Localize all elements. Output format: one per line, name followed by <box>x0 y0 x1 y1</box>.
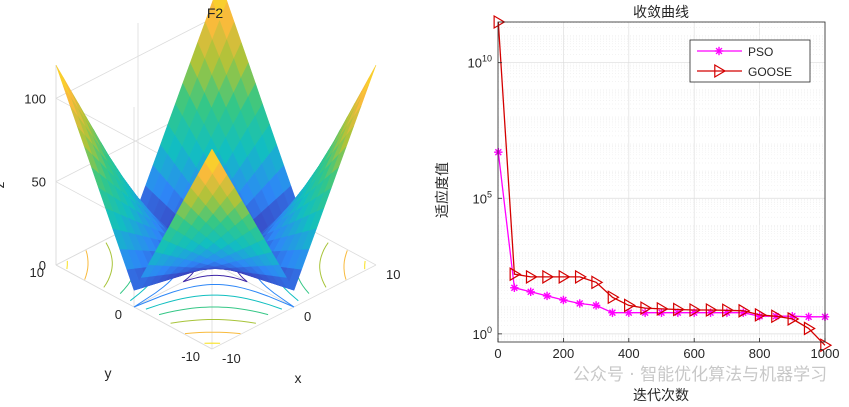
legend-box <box>689 39 811 83</box>
surface-title: F2 <box>207 5 224 21</box>
series-marker-triangle <box>509 267 522 282</box>
x-tick-label: 200 <box>553 346 575 361</box>
series-marker-triangle <box>673 302 686 317</box>
series-marker-triangle <box>542 269 555 284</box>
surface-x-axis-label: x <box>295 370 302 386</box>
surface-facet <box>204 148 220 174</box>
series-marker-triangle <box>754 307 767 322</box>
surface-z-tick-label: 0 <box>39 258 46 273</box>
series-marker-asterisk <box>591 301 601 310</box>
x-tick-label: 1000 <box>811 346 840 361</box>
series-marker-triangle <box>493 14 506 30</box>
series-marker-asterisk <box>714 46 724 56</box>
series-marker-triangle <box>705 302 718 318</box>
series-marker-triangle <box>591 275 604 290</box>
surface-z-tick-label: 50 <box>32 175 46 190</box>
series-marker-triangle <box>558 269 571 284</box>
series-marker-asterisk <box>624 308 633 317</box>
series-marker-triangle <box>722 303 735 318</box>
x-tick-label: 0 <box>494 346 501 361</box>
series-marker-triangle <box>574 269 587 284</box>
legend-pso-label: PSO <box>748 45 773 59</box>
surface-y-axis-label: y <box>105 365 112 381</box>
series-marker-asterisk <box>526 287 535 297</box>
surface-z-axis-label: z <box>0 182 7 189</box>
legend-goose-marker <box>714 63 727 79</box>
convergence-axes-box <box>497 21 826 343</box>
y-tick-label: 1010 <box>468 54 492 71</box>
series-marker-asterisk <box>608 308 617 317</box>
surface-y-tick-label: 0 <box>115 307 122 322</box>
series-marker-triangle <box>820 338 833 353</box>
series-marker-asterisk <box>559 295 568 305</box>
legend-goose-label: GOOSE <box>748 65 792 79</box>
series-marker-triangle <box>656 301 669 316</box>
surface-x-tick-label: 10 <box>386 267 400 282</box>
x-tick-label: 600 <box>683 346 705 361</box>
series-marker-triangle <box>640 301 653 316</box>
watermark-text: 公众号 · 智能优化算法与机器学习 <box>573 365 827 385</box>
convergence-tick-labels: 0 200 400 600 800 1000 100 105 1010 <box>468 54 840 361</box>
x-tick-label: 800 <box>749 346 771 361</box>
x-tick-label: 400 <box>618 346 640 361</box>
series-marker-triangle <box>689 302 702 318</box>
series-marker-triangle <box>607 290 620 305</box>
surface-y-tick-label: -10 <box>181 349 200 364</box>
series-marker-triangle <box>714 63 727 79</box>
convergence-title: 收敛曲线 <box>633 5 689 21</box>
surface-x-tick-label: 0 <box>304 309 311 324</box>
surface-x-tick-label: -10 <box>222 351 241 366</box>
convergence-legend: PSO GOOSE <box>689 39 811 83</box>
surface-y-tick-label: 10 <box>30 265 44 280</box>
convergence-grid <box>497 22 826 342</box>
convergence-y-axis-label: 适应度值 <box>434 162 451 218</box>
series-marker-triangle <box>738 303 751 318</box>
series-marker-asterisk <box>542 291 552 301</box>
convergence-plot: 0 200 400 600 800 1000 100 105 1010 收敛曲线 迭代次数 适应… <box>434 5 839 404</box>
series-marker-asterisk <box>690 308 699 317</box>
series-marker-asterisk <box>575 299 584 308</box>
surface-z-tick-label: 100 <box>24 91 46 106</box>
series-marker-asterisk <box>510 283 519 292</box>
series-marker-triangle <box>771 309 784 324</box>
series-marker-asterisk <box>804 312 813 321</box>
convergence-x-axis-label: 迭代次数 <box>633 388 689 404</box>
series-marker-triangle <box>623 298 636 313</box>
y-tick-label: 100 <box>473 325 492 342</box>
series-marker-triangle <box>787 311 800 326</box>
surface-mesh <box>55 0 377 291</box>
series-marker-triangle <box>525 269 538 284</box>
y-tick-label: 105 <box>473 189 492 206</box>
legend-pso-marker <box>714 46 724 56</box>
series-marker-triangle <box>803 321 816 336</box>
